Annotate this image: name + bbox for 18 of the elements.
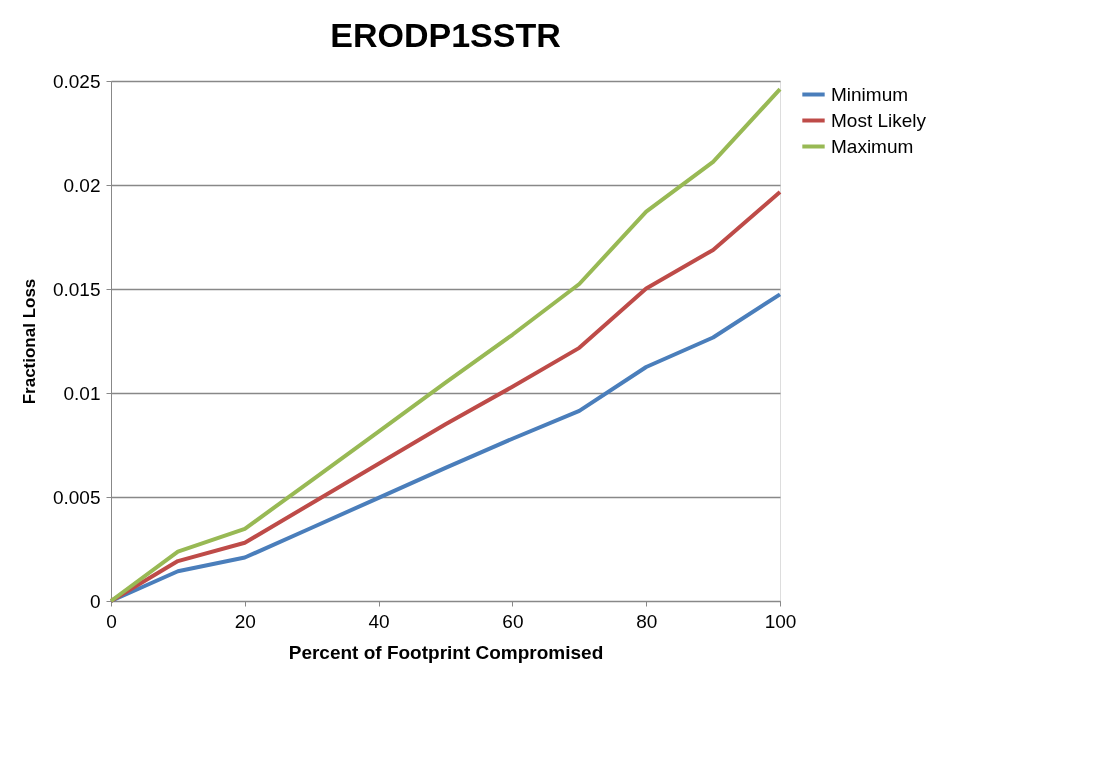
chart-title: ERODP1SSTR [330, 16, 561, 54]
legend-label: Minimum [831, 83, 909, 105]
x-tick-label: 0 [106, 610, 117, 632]
x-tick-label: 40 [368, 610, 390, 632]
x-tick-label: 80 [636, 610, 658, 632]
y-tick-label: 0.015 [52, 278, 101, 300]
legend-label: Most Likely [831, 109, 927, 131]
x-tick-label: 60 [502, 610, 524, 632]
y-tick-label: 0.005 [52, 486, 101, 508]
y-tick-label: 0.025 [52, 70, 101, 92]
y-tick-label: 0.02 [63, 174, 101, 196]
x-axis-title: Percent of Footprint Compromised [288, 641, 604, 663]
x-tick-label: 20 [234, 610, 256, 632]
x-tick-label: 100 [764, 610, 797, 632]
y-tick-label: 0.01 [63, 382, 101, 404]
y-axis-title: Fractional Loss [19, 278, 39, 405]
y-tick-label: 0 [89, 590, 101, 612]
legend-label: Maximum [831, 135, 914, 157]
